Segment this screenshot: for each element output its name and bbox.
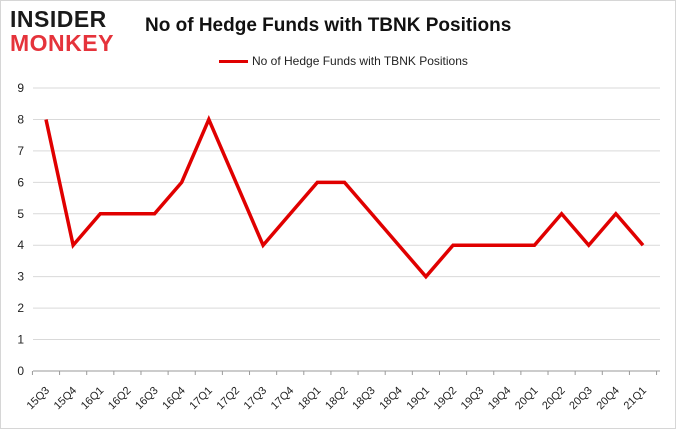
logo-line-1: INSIDER	[10, 6, 107, 32]
x-tick-label-21Q1: 21Q1	[622, 385, 650, 413]
y-tick-label-9: 9	[17, 81, 24, 95]
x-tick-label-19Q1: 19Q1	[405, 385, 433, 413]
legend-swatch	[219, 59, 248, 63]
x-tick-label-17Q3: 17Q3	[242, 385, 270, 413]
y-tick-label-6: 6	[17, 175, 24, 189]
x-axis-ticks: 15Q3 15Q4 16Q1 16Q2 16Q3 16Q4 17Q1 17Q2 17Q3 17Q4…	[25, 385, 650, 413]
y-tick-label-7: 7	[17, 144, 24, 158]
x-tick-label-18Q2: 18Q2	[323, 385, 351, 413]
y-tick-label-4: 4	[17, 238, 24, 252]
chart-title: No of Hedge Funds with TBNK Positions	[145, 15, 512, 36]
y-tick-label-1: 1	[17, 333, 24, 347]
x-tick-label-17Q2: 17Q2	[215, 385, 243, 413]
x-tick-label-20Q1: 20Q1	[513, 385, 541, 413]
x-tick-label-18Q4: 18Q4	[377, 385, 405, 413]
y-tick-label-5: 5	[17, 207, 24, 221]
x-tick-label-19Q3: 19Q3	[459, 385, 487, 413]
x-tick-label-18Q3: 18Q3	[350, 385, 378, 413]
chart-legend: No of Hedge Funds with TBNK Positions	[219, 54, 468, 68]
logo-line-2: MONKEY	[10, 30, 114, 56]
x-tick-label-18Q1: 18Q1	[296, 385, 324, 413]
y-tick-label-0: 0	[17, 364, 24, 378]
insider-monkey-logo: INSIDER MONKEY	[10, 8, 126, 55]
x-tick-label-17Q1: 17Q1	[187, 385, 215, 413]
x-axis	[31, 370, 660, 375]
x-tick-label-16Q2: 16Q2	[106, 385, 134, 413]
legend-label: No of Hedge Funds with TBNK Positions	[252, 54, 468, 68]
x-tick-label-20Q4: 20Q4	[594, 385, 622, 413]
y-tick-label-8: 8	[17, 112, 24, 126]
x-tick-label-16Q3: 16Q3	[133, 385, 161, 413]
x-tick-label-19Q2: 19Q2	[432, 385, 460, 413]
series-line-0	[44, 115, 645, 280]
x-tick-label-16Q4: 16Q4	[160, 385, 188, 413]
x-tick-label-15Q3: 15Q3	[25, 385, 53, 413]
y-tick-label-3: 3	[17, 270, 24, 284]
series-group	[44, 115, 645, 280]
x-tick-label-20Q2: 20Q2	[540, 385, 568, 413]
x-tick-label-19Q4: 19Q4	[486, 385, 514, 413]
x-tick-label-20Q3: 20Q3	[567, 385, 595, 413]
x-tick-label-17Q4: 17Q4	[269, 385, 297, 413]
x-tick-label-15Q4: 15Q4	[52, 385, 80, 413]
x-tick-label-16Q1: 16Q1	[79, 385, 107, 413]
y-axis-ticks: 0 1 2 3 4 5 6 7 8 9	[17, 81, 24, 378]
y-tick-label-2: 2	[17, 301, 24, 315]
